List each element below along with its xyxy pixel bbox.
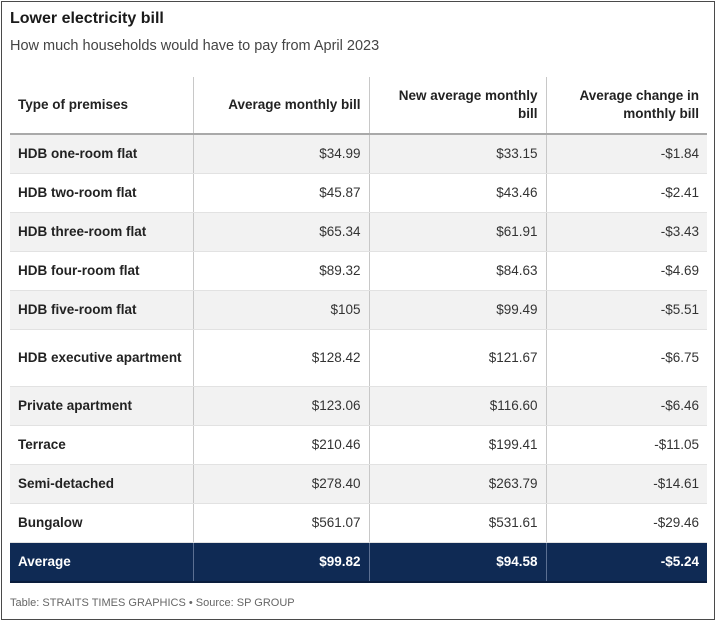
average-bill-cell: $45.87 [192,173,369,213]
table-row: HDB executive apartment $128.42 $121.67 … [10,329,707,387]
average-bill-cell: $34.99 [192,134,369,174]
premises-cell: HDB one-room flat [10,134,193,174]
table-row: HDB one-room flat $34.99 $33.15 -$1.84 [10,134,707,174]
premises-cell: Bungalow [10,503,193,543]
average-bill-cell: $123.06 [192,386,369,426]
premises-cell: Terrace [10,425,193,465]
new-average-bill-cell: $116.60 [368,386,546,426]
table-row: Private apartment $123.06 $116.60 -$6.46 [10,386,707,426]
average-change-cell: -$6.46 [545,386,707,426]
average-change-cell: -$2.41 [545,173,707,213]
graphic-subtitle: How much households would have to pay fr… [10,38,380,54]
average-change-cell: -$5.51 [545,290,707,330]
new-average-bill-total-cell: $94.58 [368,542,546,583]
premises-cell: Semi-detached [10,464,193,504]
average-bill-cell: $278.40 [192,464,369,504]
new-average-bill-cell: $43.46 [368,173,546,213]
table-row: Semi-detached $278.40 $263.79 -$14.61 [10,464,707,504]
table-row: Terrace $210.46 $199.41 -$11.05 [10,425,707,465]
table-header-row: Type of premises Average monthly bill Ne… [10,77,707,135]
premises-cell: Private apartment [10,386,193,426]
new-average-bill-cell: $99.49 [368,290,546,330]
column-header-new-average-bill: New average monthly bill [368,77,546,135]
table-row: Bungalow $561.07 $531.61 -$29.46 [10,503,707,543]
average-change-cell: -$4.69 [545,251,707,291]
graphic-title: Lower electricity bill [10,10,164,27]
average-change-total-cell: -$5.24 [545,542,707,583]
new-average-bill-cell: $33.15 [368,134,546,174]
column-header-average-bill: Average monthly bill [192,77,369,135]
average-bill-cell: $89.32 [192,251,369,291]
average-change-cell: -$6.75 [545,329,707,387]
table-row: HDB four-room flat $89.32 $84.63 -$4.69 [10,251,707,291]
average-bill-cell: $65.34 [192,212,369,252]
premises-cell: HDB four-room flat [10,251,193,291]
new-average-bill-cell: $61.91 [368,212,546,252]
column-header-average-change: Average change in monthly bill [545,77,707,135]
source-credit: Table: STRAITS TIMES GRAPHICS • Source: … [10,597,295,609]
electricity-bill-table: Type of premises Average monthly bill Ne… [10,77,707,583]
average-change-cell: -$14.61 [545,464,707,504]
new-average-bill-cell: $531.61 [368,503,546,543]
average-bill-cell: $105 [192,290,369,330]
new-average-bill-cell: $263.79 [368,464,546,504]
average-row: Average $99.82 $94.58 -$5.24 [10,542,707,583]
table-row: HDB three-room flat $65.34 $61.91 -$3.43 [10,212,707,252]
average-change-cell: -$1.84 [545,134,707,174]
table-row: HDB two-room flat $45.87 $43.46 -$2.41 [10,173,707,213]
average-bill-cell: $561.07 [192,503,369,543]
average-bill-cell: $128.42 [192,329,369,387]
average-bill-cell: $210.46 [192,425,369,465]
average-label-cell: Average [10,542,193,583]
new-average-bill-cell: $199.41 [368,425,546,465]
average-bill-total-cell: $99.82 [192,542,369,583]
new-average-bill-cell: $121.67 [368,329,546,387]
average-change-cell: -$3.43 [545,212,707,252]
table-row: HDB five-room flat $105 $99.49 -$5.51 [10,290,707,330]
premises-cell: HDB three-room flat [10,212,193,252]
average-change-cell: -$11.05 [545,425,707,465]
column-header-premises: Type of premises [10,77,193,135]
premises-cell: HDB two-room flat [10,173,193,213]
premises-cell: HDB five-room flat [10,290,193,330]
new-average-bill-cell: $84.63 [368,251,546,291]
average-change-cell: -$29.46 [545,503,707,543]
premises-cell: HDB executive apartment [10,329,193,387]
